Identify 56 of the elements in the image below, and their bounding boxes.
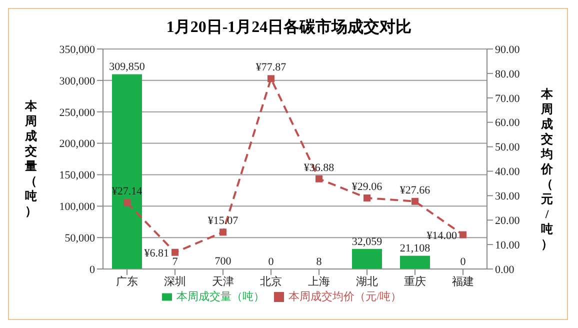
y2-tick-label: 80.00 xyxy=(495,68,520,80)
data-label: 0 xyxy=(268,256,274,268)
point xyxy=(220,228,226,236)
x-tick-label: 天津 xyxy=(212,274,234,288)
y-tick-label: 200,000 xyxy=(59,138,96,150)
y-tick-label: 150,000 xyxy=(59,170,96,182)
y2-tick-label: 70.00 xyxy=(495,92,520,105)
y-tick-label: 100,000 xyxy=(59,201,96,214)
y-tick-label: 0 xyxy=(90,264,96,276)
y2-tick-label: 10.00 xyxy=(495,239,520,252)
x-tick-label: 北京 xyxy=(260,274,282,288)
y-axis-title: 本周成交量（吨） xyxy=(24,99,38,219)
x-tick-label: 广东 xyxy=(116,274,138,288)
y2-tick-label: 90.00 xyxy=(495,44,520,56)
data-label: ¥27.14 xyxy=(112,186,143,198)
point xyxy=(412,198,418,205)
data-label: 309,850 xyxy=(109,61,146,74)
legend-label: 本周成交均价（元/吨） xyxy=(288,291,402,303)
point xyxy=(316,175,322,182)
data-label: 32,059 xyxy=(352,236,383,248)
data-label: ¥6.81 xyxy=(144,247,169,260)
data-label: 700 xyxy=(214,256,232,268)
text: 本周成交均价（元/吨） xyxy=(541,87,553,251)
point xyxy=(364,194,370,202)
y2-tick-label: 40.00 xyxy=(495,166,520,178)
bar xyxy=(352,248,382,269)
x-tick-label: 深圳 xyxy=(164,274,186,288)
y2-tick-label: 50.00 xyxy=(495,142,520,154)
point xyxy=(172,248,178,256)
y2-tick-label: 30.00 xyxy=(495,190,520,203)
point xyxy=(268,75,274,82)
x-tick-label: 重庆 xyxy=(404,274,426,288)
bar xyxy=(400,256,430,269)
y-tick-label: 250,000 xyxy=(59,106,96,119)
y2-tick-label: 60.00 xyxy=(495,117,520,130)
legend-label: 本周成交量（吨） xyxy=(176,291,264,303)
data-label: ¥77.87 xyxy=(256,62,287,74)
data-label: 21,108 xyxy=(400,242,431,255)
data-label: ¥29.06 xyxy=(352,180,383,193)
chart-title: 1月20日-1月24日各碳市场成交对比 xyxy=(165,17,413,38)
point xyxy=(124,199,130,206)
data-label: 8 xyxy=(316,256,322,268)
point xyxy=(460,231,466,238)
x-tick-label: 上海 xyxy=(308,274,330,288)
bar xyxy=(112,74,142,269)
data-label: 0 xyxy=(460,256,466,268)
data-label: ¥14.00 xyxy=(426,230,458,242)
y2-tick-label: 0.00 xyxy=(495,264,515,276)
y-tick-label: 300,000 xyxy=(59,75,96,88)
data-label: ¥27.66 xyxy=(400,184,431,196)
x-tick-label: 湖北 xyxy=(356,274,378,288)
y2-tick-label: 20.00 xyxy=(495,215,520,228)
x-tick-label: 福建 xyxy=(452,274,474,288)
data-label: 7 xyxy=(172,256,178,268)
y-tick-label: 50,000 xyxy=(64,232,96,244)
y-tick-label: 350,000 xyxy=(59,44,96,56)
